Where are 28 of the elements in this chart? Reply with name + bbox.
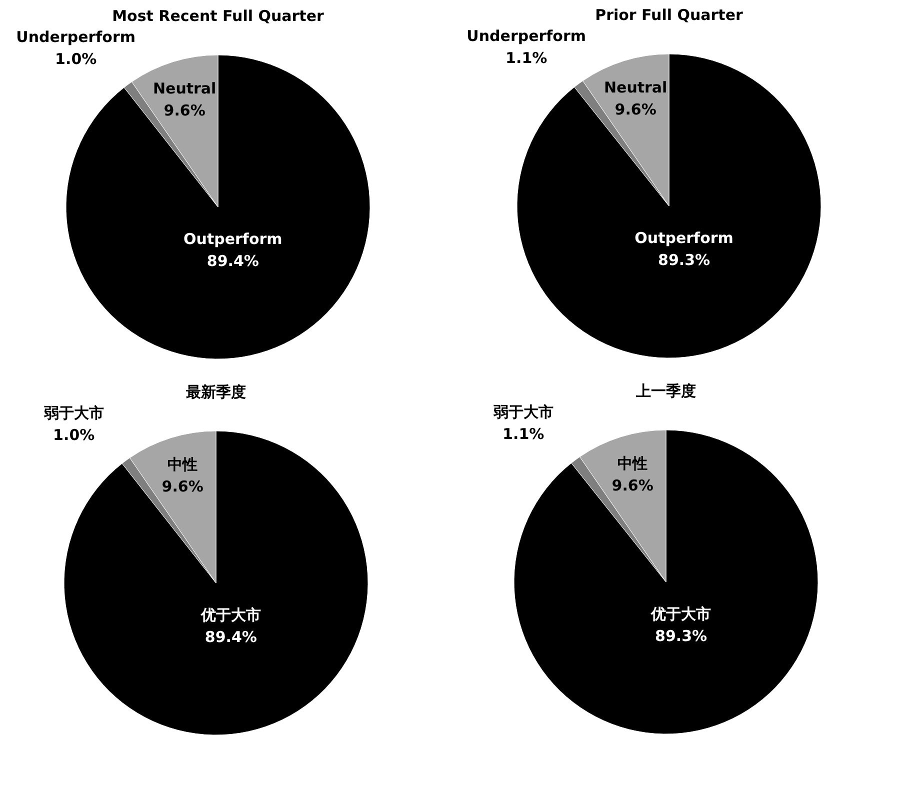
data-label: 1.0%	[55, 50, 97, 68]
data-label: 1.1%	[502, 425, 544, 444]
slice-label: 弱于大市	[492, 403, 554, 422]
chart-title: Most Recent Full Quarter	[112, 6, 324, 25]
data-label: 89.3%	[655, 627, 708, 646]
slice-label: 中性	[618, 454, 648, 473]
slice-label: 优于大市	[650, 605, 712, 624]
slice-label: 弱于大市	[42, 404, 104, 422]
data-label: 1.1%	[506, 49, 548, 68]
slice-label: Underperform	[16, 28, 136, 46]
slice-label: 优于大市	[200, 606, 261, 624]
data-label: 9.6%	[162, 478, 204, 496]
slice-label: Neutral	[604, 78, 668, 97]
chart-title: Prior Full Quarter	[595, 6, 744, 24]
chart-title: 上一季度	[635, 382, 696, 400]
data-label: 89.4%	[204, 628, 257, 646]
chart-title: 最新季度	[185, 382, 246, 401]
data-label: 9.6%	[612, 476, 654, 495]
data-label: 9.6%	[614, 100, 656, 119]
data-label: 89.4%	[206, 252, 259, 270]
slice-label: Outperform	[184, 230, 282, 248]
data-label: 89.3%	[658, 251, 710, 270]
slice-label: Neutral	[152, 80, 216, 98]
data-label: 1.0%	[53, 426, 95, 444]
slice-label: Underperform	[466, 27, 586, 46]
data-label: 9.6%	[164, 102, 206, 120]
slice-label: 中性	[168, 456, 198, 474]
slice-label: Outperform	[634, 229, 734, 248]
